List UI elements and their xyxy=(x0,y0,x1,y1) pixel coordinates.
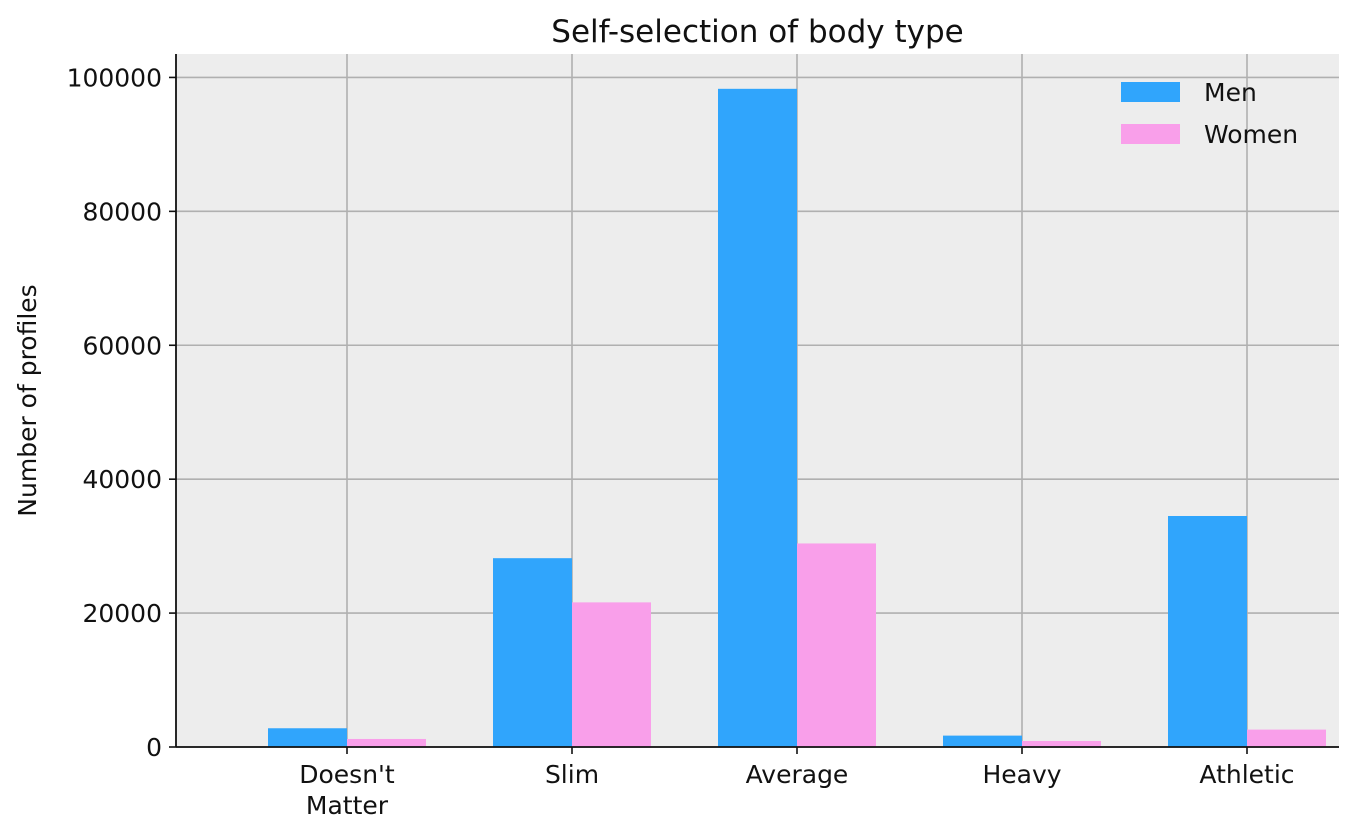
y-axis-label: Number of profiles xyxy=(13,284,42,516)
x-tick-label: Average xyxy=(746,760,849,789)
bar-women-4 xyxy=(1247,729,1326,747)
bar-women-0 xyxy=(347,738,426,747)
y-tick-label: 20000 xyxy=(82,599,162,628)
bar-women-1 xyxy=(572,602,651,747)
y-tick-label: 0 xyxy=(146,733,162,762)
y-tick-label: 80000 xyxy=(82,197,162,226)
axes xyxy=(169,54,1339,754)
bar-men-2 xyxy=(718,88,797,748)
x-tick-labels: Doesn't Matter Slim Average Heavy Athletic xyxy=(299,760,1294,820)
legend-label-women: Women xyxy=(1204,120,1298,149)
bar-men-4 xyxy=(1168,516,1247,747)
y-tick-label: 40000 xyxy=(82,465,162,494)
bar-women-2 xyxy=(797,543,876,747)
y-tick-label: 100000 xyxy=(67,63,162,92)
chart-title: Self-selection of body type xyxy=(551,14,963,50)
legend: Men Women xyxy=(1121,78,1298,149)
bar-men-3 xyxy=(943,735,1022,747)
legend-label-men: Men xyxy=(1204,78,1257,107)
x-tick-label: Doesn't Matter xyxy=(299,760,395,820)
bar-men-1 xyxy=(493,558,572,747)
bar-women-3 xyxy=(1022,740,1101,747)
y-tick-labels: 0 20000 40000 60000 80000 100000 xyxy=(67,63,162,762)
x-tick-label: Athletic xyxy=(1199,760,1294,789)
x-tick-label: Slim xyxy=(545,760,599,789)
bar-men-0 xyxy=(268,728,347,747)
y-tick-label: 60000 xyxy=(82,331,162,360)
legend-swatch-women xyxy=(1121,124,1180,144)
x-tick-label: Heavy xyxy=(982,760,1061,789)
legend-swatch-men xyxy=(1121,82,1180,102)
bars xyxy=(268,88,1326,748)
